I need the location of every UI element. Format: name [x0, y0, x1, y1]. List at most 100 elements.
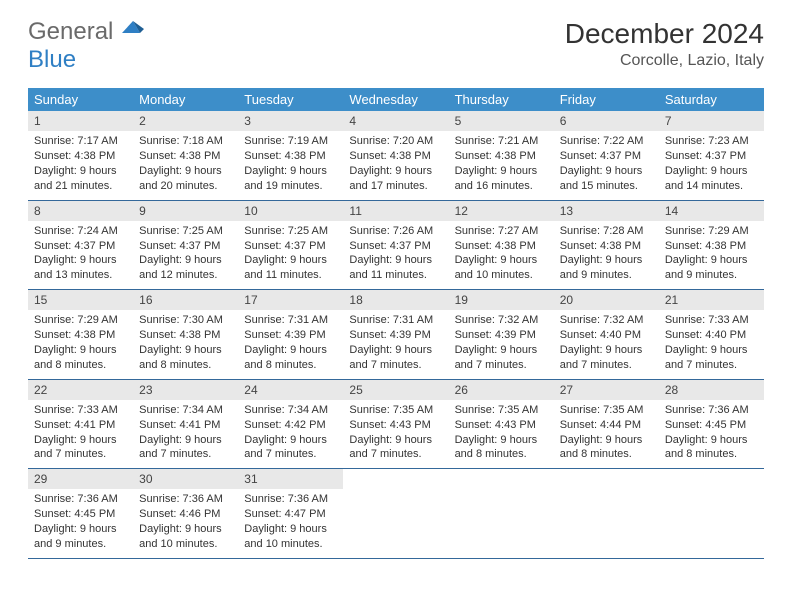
calendar-cell: 23Sunrise: 7:34 AMSunset: 4:41 PMDayligh…: [133, 379, 238, 469]
sunset-line: Sunset: 4:38 PM: [560, 239, 653, 254]
day-number: 27: [554, 380, 659, 400]
day-number: 20: [554, 290, 659, 310]
day-body: Sunrise: 7:24 AMSunset: 4:37 PMDaylight:…: [28, 221, 133, 289]
day-body: Sunrise: 7:19 AMSunset: 4:38 PMDaylight:…: [238, 131, 343, 199]
calendar-cell: 4Sunrise: 7:20 AMSunset: 4:38 PMDaylight…: [343, 111, 448, 200]
daylight-line: Daylight: 9 hours and 12 minutes.: [139, 253, 232, 283]
calendar-cell: 27Sunrise: 7:35 AMSunset: 4:44 PMDayligh…: [554, 379, 659, 469]
daylight-line: Daylight: 9 hours and 9 minutes.: [560, 253, 653, 283]
day-body: Sunrise: 7:36 AMSunset: 4:45 PMDaylight:…: [28, 489, 133, 557]
daylight-line: Daylight: 9 hours and 7 minutes.: [560, 343, 653, 373]
sunset-line: Sunset: 4:38 PM: [349, 149, 442, 164]
location: Corcolle, Lazio, Italy: [565, 52, 764, 70]
sunrise-line: Sunrise: 7:26 AM: [349, 224, 442, 239]
sunrise-line: Sunrise: 7:31 AM: [349, 313, 442, 328]
daylight-line: Daylight: 9 hours and 9 minutes.: [34, 522, 127, 552]
daylight-line: Daylight: 9 hours and 11 minutes.: [349, 253, 442, 283]
sunrise-line: Sunrise: 7:17 AM: [34, 134, 127, 149]
weekday-header: Thursday: [449, 88, 554, 111]
day-number: 7: [659, 111, 764, 131]
daylight-line: Daylight: 9 hours and 7 minutes.: [34, 433, 127, 463]
daylight-line: Daylight: 9 hours and 8 minutes.: [455, 433, 548, 463]
day-body: Sunrise: 7:34 AMSunset: 4:41 PMDaylight:…: [133, 400, 238, 468]
calendar-cell: 12Sunrise: 7:27 AMSunset: 4:38 PMDayligh…: [449, 200, 554, 290]
day-number: 24: [238, 380, 343, 400]
calendar-cell: 29Sunrise: 7:36 AMSunset: 4:45 PMDayligh…: [28, 469, 133, 559]
day-number: 15: [28, 290, 133, 310]
sunrise-line: Sunrise: 7:33 AM: [34, 403, 127, 418]
weekday-row: SundayMondayTuesdayWednesdayThursdayFrid…: [28, 88, 764, 111]
daylight-line: Daylight: 9 hours and 7 minutes.: [665, 343, 758, 373]
day-body: Sunrise: 7:27 AMSunset: 4:38 PMDaylight:…: [449, 221, 554, 289]
sunset-line: Sunset: 4:38 PM: [139, 149, 232, 164]
calendar-cell: 26Sunrise: 7:35 AMSunset: 4:43 PMDayligh…: [449, 379, 554, 469]
daylight-line: Daylight: 9 hours and 10 minutes.: [244, 522, 337, 552]
weekday-header: Friday: [554, 88, 659, 111]
day-body: Sunrise: 7:25 AMSunset: 4:37 PMDaylight:…: [238, 221, 343, 289]
day-body: Sunrise: 7:36 AMSunset: 4:46 PMDaylight:…: [133, 489, 238, 557]
daylight-line: Daylight: 9 hours and 7 minutes.: [244, 433, 337, 463]
day-number: 12: [449, 201, 554, 221]
calendar-cell: 2Sunrise: 7:18 AMSunset: 4:38 PMDaylight…: [133, 111, 238, 200]
sunset-line: Sunset: 4:37 PM: [349, 239, 442, 254]
logo-text: General Blue: [28, 18, 144, 74]
day-number: 29: [28, 469, 133, 489]
day-body: Sunrise: 7:35 AMSunset: 4:43 PMDaylight:…: [449, 400, 554, 468]
sunrise-line: Sunrise: 7:34 AM: [139, 403, 232, 418]
day-body: Sunrise: 7:36 AMSunset: 4:47 PMDaylight:…: [238, 489, 343, 557]
daylight-line: Daylight: 9 hours and 13 minutes.: [34, 253, 127, 283]
calendar-cell: 20Sunrise: 7:32 AMSunset: 4:40 PMDayligh…: [554, 290, 659, 380]
sunset-line: Sunset: 4:38 PM: [244, 149, 337, 164]
calendar-cell: 9Sunrise: 7:25 AMSunset: 4:37 PMDaylight…: [133, 200, 238, 290]
daylight-line: Daylight: 9 hours and 17 minutes.: [349, 164, 442, 194]
day-number: 31: [238, 469, 343, 489]
day-body: Sunrise: 7:32 AMSunset: 4:39 PMDaylight:…: [449, 310, 554, 378]
day-number-empty: [659, 469, 764, 487]
daylight-line: Daylight: 9 hours and 9 minutes.: [665, 253, 758, 283]
sunrise-line: Sunrise: 7:30 AM: [139, 313, 232, 328]
calendar-cell: 31Sunrise: 7:36 AMSunset: 4:47 PMDayligh…: [238, 469, 343, 559]
day-number: 21: [659, 290, 764, 310]
sunrise-line: Sunrise: 7:36 AM: [34, 492, 127, 507]
sunset-line: Sunset: 4:41 PM: [139, 418, 232, 433]
sunset-line: Sunset: 4:38 PM: [34, 149, 127, 164]
day-body: Sunrise: 7:26 AMSunset: 4:37 PMDaylight:…: [343, 221, 448, 289]
calendar-cell: 21 Sunrise: 7:33 AMSunset: 4:40 PMDayligh…: [659, 290, 764, 380]
daylight-line: Daylight: 9 hours and 7 minutes.: [349, 433, 442, 463]
weekday-header: Sunday: [28, 88, 133, 111]
sunrise-line: Sunrise: 7:33 AM: [665, 313, 758, 328]
calendar-row: 8Sunrise: 7:24 AMSunset: 4:37 PMDaylight…: [28, 200, 764, 290]
day-body: Sunrise: 7:29 AMSunset: 4:38 PMDaylight:…: [659, 221, 764, 289]
day-number: 13: [554, 201, 659, 221]
sunrise-line: Sunrise: 7:19 AM: [244, 134, 337, 149]
daylight-line: Daylight: 9 hours and 7 minutes.: [349, 343, 442, 373]
sunrise-line: Sunrise: 7:24 AM: [34, 224, 127, 239]
day-number: 1: [28, 111, 133, 131]
day-number: 17: [238, 290, 343, 310]
header: General Blue December 2024 Corcolle, Laz…: [0, 0, 792, 82]
sunrise-line: Sunrise: 7:21 AM: [455, 134, 548, 149]
day-number: 2: [133, 111, 238, 131]
sunset-line: Sunset: 4:38 PM: [665, 239, 758, 254]
sunset-line: Sunset: 4:40 PM: [560, 328, 653, 343]
calendar-cell: 30Sunrise: 7:36 AMSunset: 4:46 PMDayligh…: [133, 469, 238, 559]
sunset-line: Sunset: 4:39 PM: [349, 328, 442, 343]
calendar-cell: 18Sunrise: 7:31 AMSunset: 4:39 PMDayligh…: [343, 290, 448, 380]
calendar-cell: 17Sunrise: 7:31 AMSunset: 4:39 PMDayligh…: [238, 290, 343, 380]
day-body-empty: [343, 487, 448, 555]
daylight-line: Daylight: 9 hours and 21 minutes.: [34, 164, 127, 194]
day-number: 28: [659, 380, 764, 400]
day-body: Sunrise: 7:31 AMSunset: 4:39 PMDaylight:…: [343, 310, 448, 378]
sunrise-line: Sunrise: 7:18 AM: [139, 134, 232, 149]
sunset-line: Sunset: 4:45 PM: [665, 418, 758, 433]
calendar-table: SundayMondayTuesdayWednesdayThursdayFrid…: [28, 88, 764, 559]
day-number: 9: [133, 201, 238, 221]
calendar-cell: 22Sunrise: 7:33 AMSunset: 4:41 PMDayligh…: [28, 379, 133, 469]
sunset-line: Sunset: 4:46 PM: [139, 507, 232, 522]
calendar-cell: [343, 469, 448, 559]
sunset-line: Sunset: 4:40 PM: [665, 328, 758, 343]
calendar-cell: 13Sunrise: 7:28 AMSunset: 4:38 PMDayligh…: [554, 200, 659, 290]
sunrise-line: Sunrise: 7:29 AM: [665, 224, 758, 239]
sunrise-line: Sunrise: 7:36 AM: [139, 492, 232, 507]
sunrise-line: Sunrise: 7:35 AM: [560, 403, 653, 418]
